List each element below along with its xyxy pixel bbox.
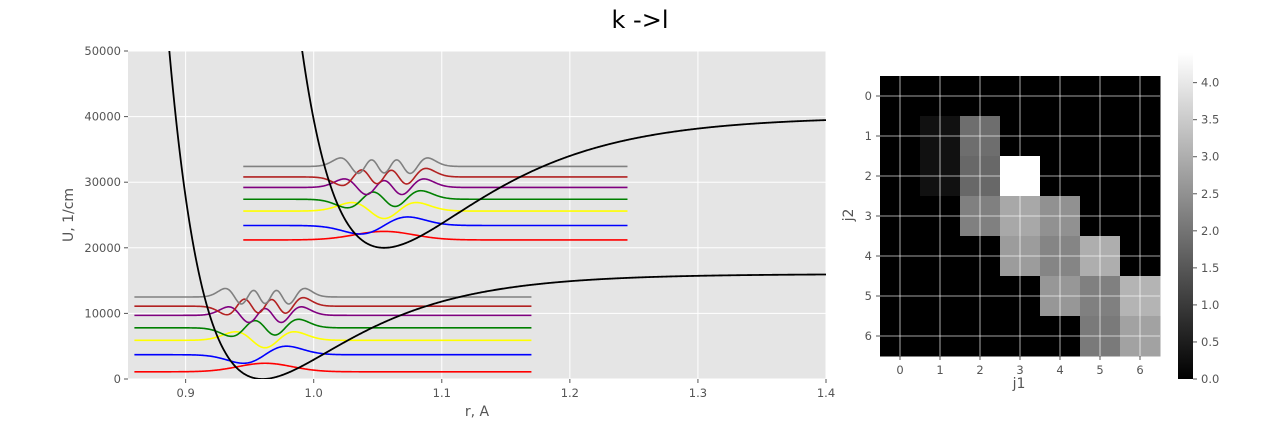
y-tick-labels: 0 10000 20000 30000 40000 50000 bbox=[84, 44, 128, 386]
heatmap-y-tick-label: 1 bbox=[865, 129, 872, 143]
colorbar-tick-label: 1.5 bbox=[1201, 261, 1219, 275]
x-axis-label: r, A bbox=[465, 404, 490, 420]
heatmap-y-tick-label: 2 bbox=[865, 169, 872, 183]
colorbar-tick-label: 0.0 bbox=[1201, 372, 1219, 386]
heatmap-x-tick-label: 0 bbox=[896, 363, 903, 377]
y-axis-label: U, 1/cm bbox=[61, 188, 77, 242]
heatmap-x-tick-label: 6 bbox=[1136, 363, 1143, 377]
heatmap-x-tick-label: 4 bbox=[1056, 363, 1063, 377]
heatmap-x-axis-label: j1 bbox=[1012, 376, 1026, 392]
heatmap-x-tick-label: 3 bbox=[1016, 363, 1023, 377]
colorbar-tick-label: 4.0 bbox=[1201, 76, 1219, 90]
wavefunction-line-v2-set0 bbox=[134, 330, 532, 349]
heatmap-x-tick-label: 2 bbox=[976, 363, 983, 377]
heatmap-x-tick-label: 1 bbox=[936, 363, 943, 377]
wavefunction-line-v4-set0 bbox=[134, 306, 532, 324]
wavefunction-line-v1-set1 bbox=[243, 216, 628, 235]
heatmap-x-tick-label: 5 bbox=[1096, 363, 1103, 377]
colorbar-tick-label: 2.0 bbox=[1201, 224, 1219, 238]
y-tick-label: 30000 bbox=[84, 175, 121, 189]
colorbar-gradient bbox=[1178, 53, 1193, 379]
colorbar-tick-label: 3.0 bbox=[1201, 150, 1219, 164]
wavefunction-line-v6-set0 bbox=[134, 287, 532, 305]
potential-curve-1 bbox=[168, 51, 826, 379]
wavefunction-line-v5-set0 bbox=[134, 296, 532, 316]
x-tick-label: 1.3 bbox=[689, 386, 707, 400]
x-tick-label: 1.0 bbox=[305, 386, 323, 400]
colorbar-tick-label: 2.5 bbox=[1201, 187, 1219, 201]
y-tick-label: 20000 bbox=[84, 241, 121, 255]
x-tick-labels: 0.9 1.0 1.1 1.2 1.3 1.4 bbox=[176, 379, 835, 400]
y-tick-label: 10000 bbox=[84, 306, 121, 320]
wavefunction-line-v3-set0 bbox=[134, 318, 532, 338]
heatmap-y-tick-label: 0 bbox=[865, 89, 872, 103]
wavefunction-line-v5-set1 bbox=[243, 167, 628, 187]
x-tick-label: 1.4 bbox=[817, 386, 835, 400]
colorbar-tick-label: 0.5 bbox=[1201, 335, 1219, 349]
colorbar: 0.0 0.5 1.0 1.5 2.0 2.5 3.0 3.5 4.0 bbox=[1178, 53, 1219, 386]
colorbar-ticks: 0.0 0.5 1.0 1.5 2.0 2.5 3.0 3.5 4.0 bbox=[1193, 76, 1219, 386]
y-tick-label: 0 bbox=[114, 372, 121, 386]
wavefunction-line-v4-set1 bbox=[243, 178, 628, 196]
wavefunction-line-v1-set0 bbox=[134, 345, 532, 365]
plot-background bbox=[128, 51, 826, 379]
heatmap-axes: 0 1 2 3 4 5 6 0 1 2 3 4 5 6 j1 j2 bbox=[841, 76, 1161, 392]
heatmap-y-tick-labels: 0 1 2 3 4 5 6 bbox=[865, 89, 880, 343]
curves bbox=[134, 51, 826, 379]
wavefunction-line-v3-set1 bbox=[243, 189, 628, 209]
heatmap-y-tick-label: 4 bbox=[865, 249, 872, 263]
figure-title: k ->l bbox=[612, 6, 669, 34]
wavefunction-line-v2-set1 bbox=[243, 201, 628, 220]
wavefunction-line-v0-set0 bbox=[134, 362, 532, 373]
heatmap-y-tick-label: 3 bbox=[865, 209, 872, 223]
heatmap-x-tick-labels: 0 1 2 3 4 5 6 bbox=[896, 356, 1144, 377]
x-tick-label: 0.9 bbox=[176, 386, 194, 400]
x-tick-label: 1.1 bbox=[433, 386, 451, 400]
heatmap-y-tick-label: 5 bbox=[865, 289, 872, 303]
wavefunction-line-v0-set1 bbox=[243, 230, 628, 241]
y-tick-label: 40000 bbox=[84, 110, 121, 124]
colorbar-tick-label: 1.0 bbox=[1201, 298, 1219, 312]
heatmap-gridlines bbox=[880, 76, 1160, 356]
gridlines bbox=[128, 50, 827, 380]
potential-axes: 0.9 1.0 1.1 1.2 1.3 1.4 0 10000 20000 30000 40000… bbox=[61, 44, 835, 420]
potential-curve-2 bbox=[301, 51, 826, 249]
y-tick-label: 50000 bbox=[84, 44, 121, 58]
colorbar-tick-label: 3.5 bbox=[1201, 113, 1219, 127]
heatmap-y-axis-label: j2 bbox=[841, 209, 857, 223]
wavefunction-line-v6-set1 bbox=[243, 157, 628, 175]
heatmap-y-tick-label: 6 bbox=[865, 329, 872, 343]
x-tick-label: 1.2 bbox=[561, 386, 579, 400]
